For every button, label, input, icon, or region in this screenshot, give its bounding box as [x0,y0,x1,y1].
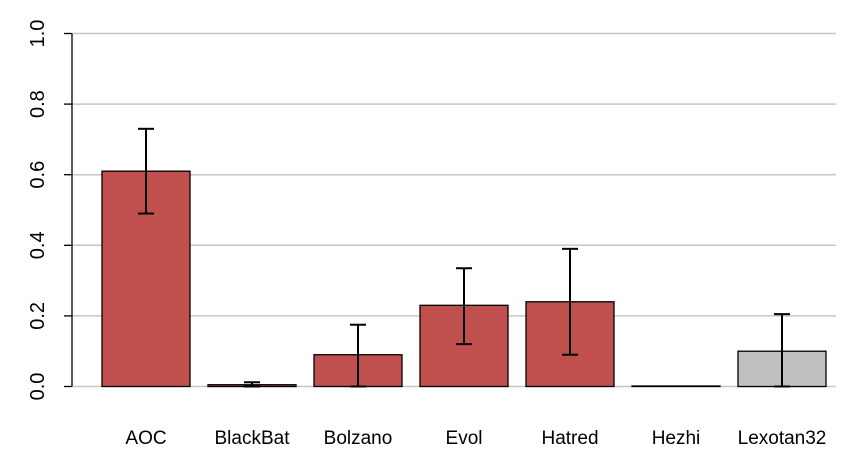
y-tick-label: 0.0 [27,373,49,401]
y-axis: 0.0 0.2 0.4 0.6 0.8 1.0 [27,20,73,401]
error-bar-aoc [138,127,154,215]
y-tick-label: 0.2 [27,302,49,330]
error-bar-bolzano [350,323,366,388]
bar-hezhi [631,385,721,388]
x-tick-label: Lexotan32 [738,428,827,449]
x-tick-label: Evol [446,428,483,449]
y-tick-label: 0.6 [27,161,49,189]
y-tick-label: 0.4 [27,231,49,259]
x-tick-label: Bolzano [324,428,393,449]
x-tick-label: Hatred [541,428,598,449]
x-tick-label: Hezhi [652,428,701,449]
y-tick-label: 0.8 [27,90,49,118]
error-bar-evol [456,267,472,346]
error-bars [138,127,790,388]
x-tick-label: BlackBat [215,428,291,449]
category-labels: AOC BlackBat Bolzano Evol Hatred Hezhi Lexotan… [125,428,826,449]
error-bar-blackbat [244,381,260,388]
error-bar-hatred [562,247,578,356]
error-bar-lexotan32 [774,313,790,388]
x-tick-label: AOC [125,428,166,449]
y-tick-label: 1.0 [27,20,49,48]
